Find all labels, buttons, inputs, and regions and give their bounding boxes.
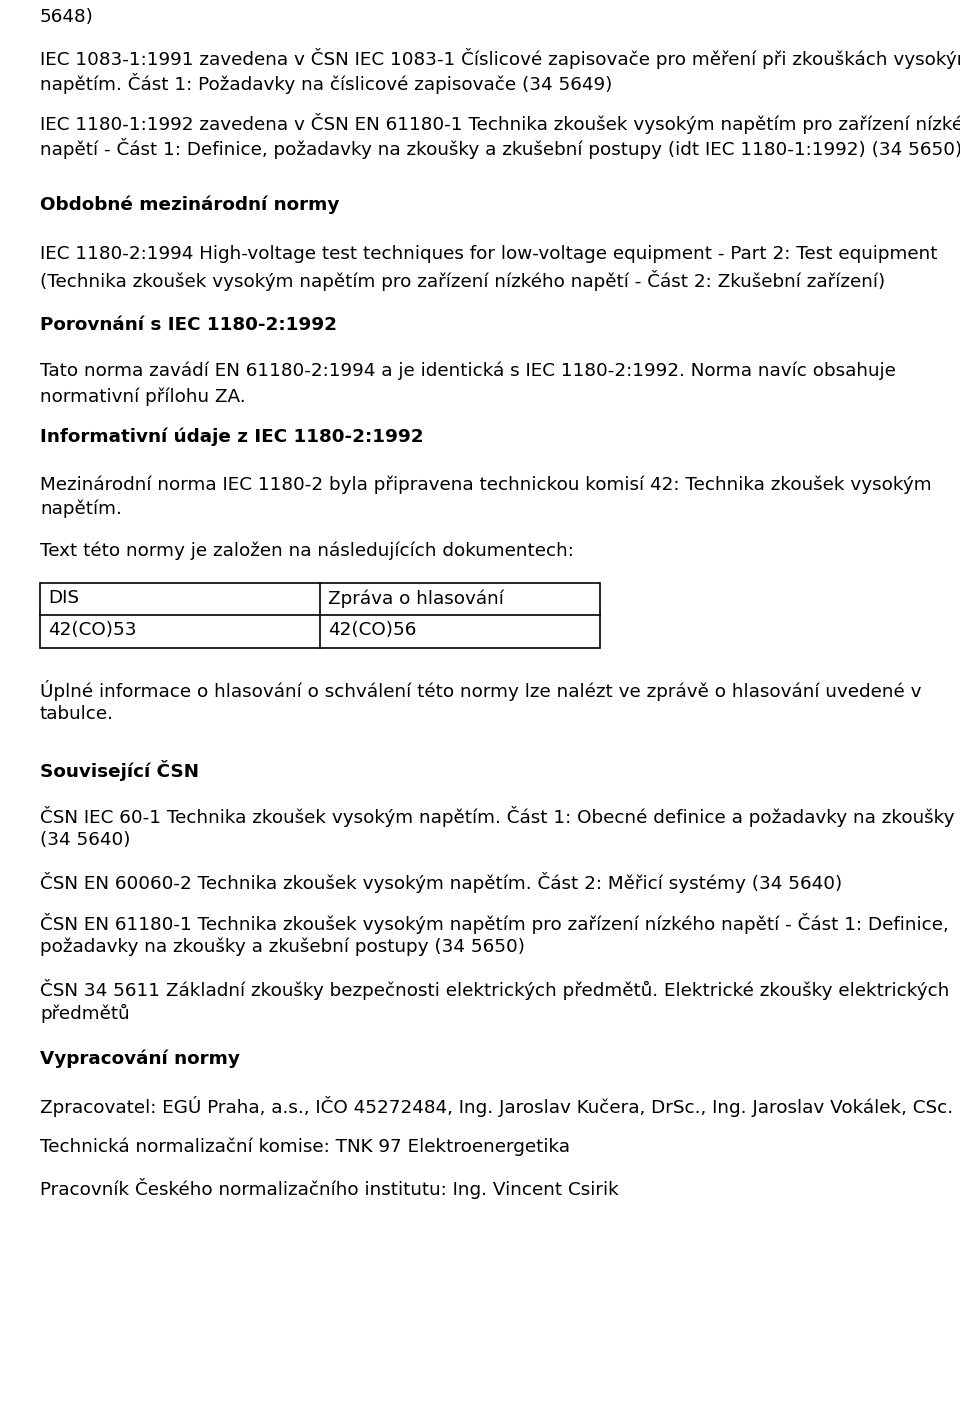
Text: normativní přílohu ZA.: normativní přílohu ZA. [40, 386, 246, 406]
Text: (34 5640): (34 5640) [40, 830, 131, 849]
Text: Informativní údaje z IEC 1180-2:1992: Informativní údaje z IEC 1180-2:1992 [40, 429, 423, 447]
Text: ČSN EN 61180-1 Technika zkoušek vysokým napětím pro zařízení nízkého napětí - Čá: ČSN EN 61180-1 Technika zkoušek vysokým … [40, 913, 948, 934]
Bar [40, 583, 600, 648]
Text: požadavky na zkoušky a zkušební postupy (34 5650): požadavky na zkoušky a zkušební postupy … [40, 939, 525, 957]
Text: Související ČSN: Související ČSN [40, 760, 199, 781]
Text: předmětů: předmětů [40, 1005, 130, 1023]
Text: Text této normy je založen na následujících dokumentech:: Text této normy je založen na následujíc… [40, 541, 574, 559]
Text: napětím.: napětím. [40, 500, 122, 518]
Text: tabulce.: tabulce. [40, 705, 114, 724]
Text: ČSN EN 60060-2 Technika zkoušek vysokým napětím. Část 2: Měřicí systémy (34 5640: ČSN EN 60060-2 Technika zkoušek vysokým … [40, 873, 842, 894]
Text: Mezinárodní norma IEC 1180-2 byla připravena technickou komisí 42: Technika zkou: Mezinárodní norma IEC 1180-2 byla připra… [40, 475, 931, 493]
Text: (Technika zkoušek vysokým napětím pro zařízení nízkého napětí - Část 2: Zkušební: (Technika zkoušek vysokým napětím pro za… [40, 270, 885, 291]
Text: ČSN IEC 60-1 Technika zkoušek vysokým napětím. Část 1: Obecné definice a požadav: ČSN IEC 60-1 Technika zkoušek vysokým na… [40, 806, 954, 828]
Text: Zpracovatel: EGÚ Praha, a.s., IČO 45272484, Ing. Jaroslav Kučera, DrSc., Ing. Ja: Zpracovatel: EGÚ Praha, a.s., IČO 452724… [40, 1096, 953, 1117]
Text: Technická normalizační komise: TNK 97 Elektroenergetika: Technická normalizační komise: TNK 97 El… [40, 1137, 570, 1155]
Text: IEC 1180-2:1994 High-voltage test techniques for low-voltage equipment - Part 2:: IEC 1180-2:1994 High-voltage test techni… [40, 244, 938, 263]
Text: Vypracování normy: Vypracování normy [40, 1050, 240, 1068]
Text: napětím. Část 1: Požadavky na číslicové zapisovače (34 5649): napětím. Část 1: Požadavky na číslicové … [40, 73, 612, 94]
Text: ČSN 34 5611 Základní zkoušky bezpečnosti elektrických předmětů. Elektrické zkouš: ČSN 34 5611 Základní zkoušky bezpečnosti… [40, 979, 949, 1000]
Text: IEC 1180-1:1992 zavedena v ČSN EN 61180-1 Technika zkoušek vysokým napětím pro z: IEC 1180-1:1992 zavedena v ČSN EN 61180-… [40, 112, 960, 133]
Text: Pracovník Českého normalizačního institutu: Ing. Vincent Csirik: Pracovník Českého normalizačního institu… [40, 1177, 619, 1198]
Text: 42(CO)56: 42(CO)56 [328, 621, 417, 639]
Text: 5648): 5648) [40, 8, 94, 27]
Text: 42(CO)53: 42(CO)53 [48, 621, 136, 639]
Text: Porovnání s IEC 1180-2:1992: Porovnání s IEC 1180-2:1992 [40, 316, 337, 334]
Text: Úplné informace o hlasování o schválení této normy lze nalézt ve zprávě o hlasov: Úplné informace o hlasování o schválení … [40, 680, 922, 701]
Text: napětí - Část 1: Definice, požadavky na zkoušky a zkušební postupy (idt IEC 1180: napětí - Část 1: Definice, požadavky na … [40, 138, 960, 159]
Text: Obdobné mezinárodní normy: Obdobné mezinárodní normy [40, 195, 340, 214]
Text: Zpráva o hlasování: Zpráva o hlasování [328, 589, 504, 607]
Text: DIS: DIS [48, 589, 79, 607]
Text: IEC 1083-1:1991 zavedena v ČSN IEC 1083-1 Číslicové zapisovače pro měření při zk: IEC 1083-1:1991 zavedena v ČSN IEC 1083-… [40, 48, 960, 69]
Text: Tato norma zavádí EN 61180-2:1994 a je identická s IEC 1180-2:1992. Norma navíc : Tato norma zavádí EN 61180-2:1994 a je i… [40, 362, 896, 381]
